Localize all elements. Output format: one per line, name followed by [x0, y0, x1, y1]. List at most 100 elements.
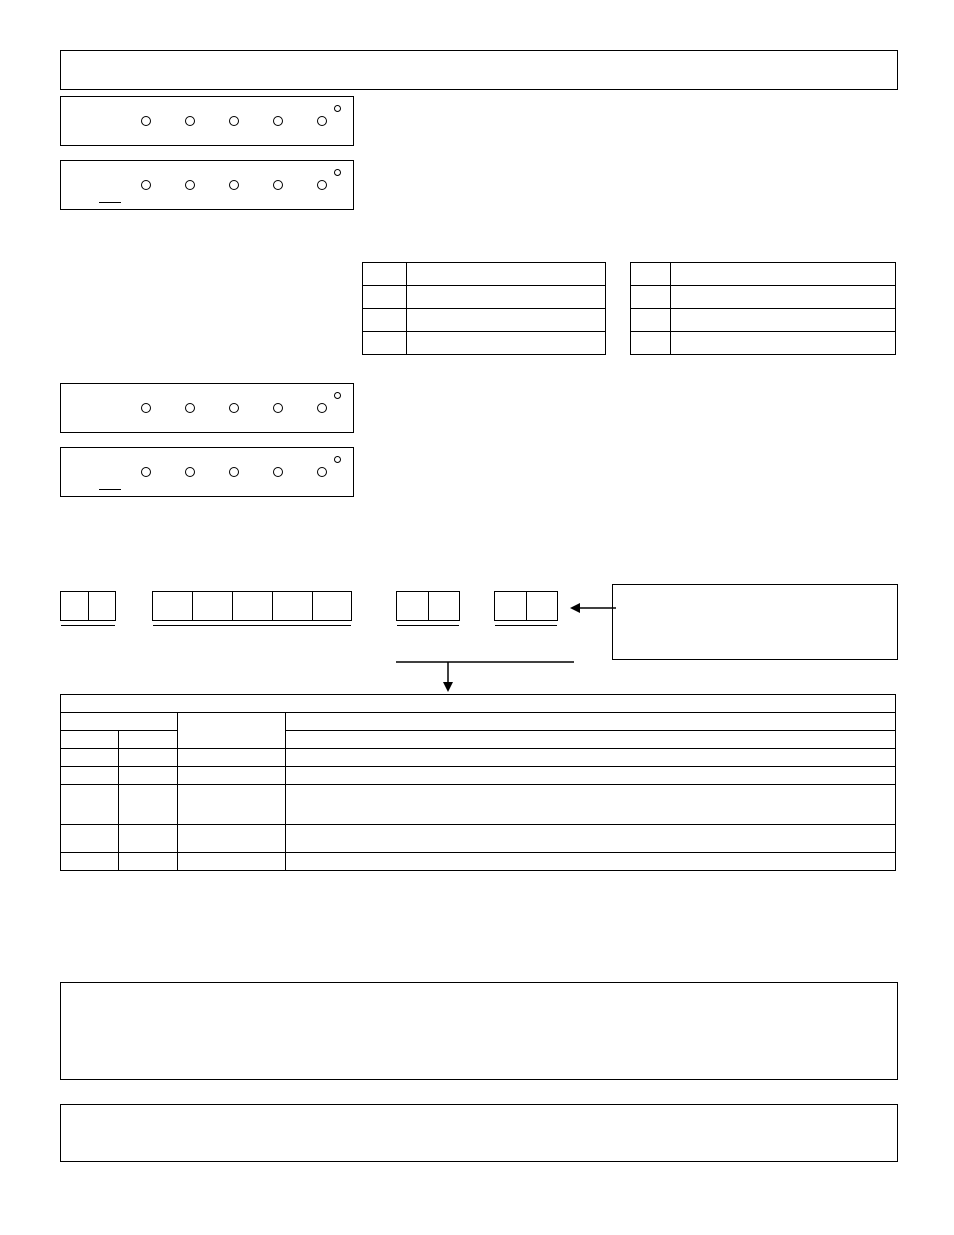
memo-box-1[interactable]	[60, 982, 898, 1080]
lookup-table-right	[630, 262, 896, 355]
lookup-left-r3c2	[406, 309, 605, 332]
rating-option-4[interactable]	[273, 403, 283, 413]
results-r7c4	[286, 825, 896, 853]
entry-2-cell-3[interactable]	[232, 591, 272, 621]
lookup-left-r3c1	[363, 309, 407, 332]
lookup-right-r2c1	[631, 286, 671, 309]
results-r5c3	[177, 767, 286, 785]
rating-option-3[interactable]	[229, 403, 239, 413]
value-underline	[99, 202, 121, 203]
results-r2c3	[177, 713, 286, 749]
rating-option-2[interactable]	[185, 403, 195, 413]
memo-box-2[interactable]	[60, 1104, 898, 1162]
results-r3c4	[286, 731, 896, 749]
rating-option-5[interactable]	[317, 116, 327, 126]
rating-option-1[interactable]	[141, 403, 151, 413]
results-header	[61, 695, 896, 713]
lookup-right-r1c2	[670, 263, 895, 286]
entry-3-cell-2[interactable]	[428, 591, 460, 621]
entry-4-underline	[495, 625, 557, 626]
rating-option-2[interactable]	[185, 180, 195, 190]
lookup-left-r4c2	[406, 332, 605, 355]
rating-option-2[interactable]	[185, 116, 195, 126]
lookup-left-r4c1	[363, 332, 407, 355]
results-r6c1	[61, 785, 119, 825]
results-r6c2	[119, 785, 177, 825]
entry-2-cell-5[interactable]	[312, 591, 352, 621]
entry-group-2	[152, 591, 352, 621]
flow-connector-icon	[396, 658, 576, 694]
lookup-left-r1c2	[406, 263, 605, 286]
results-r4c2	[119, 749, 177, 767]
results-r8c3	[177, 853, 286, 871]
rating-option-4[interactable]	[273, 467, 283, 477]
rating-option-3[interactable]	[229, 467, 239, 477]
results-r7c3	[177, 825, 286, 853]
value-underline	[99, 489, 121, 490]
results-r4c1	[61, 749, 119, 767]
entry-4-cell-1[interactable]	[494, 591, 526, 621]
rating-option-4[interactable]	[273, 180, 283, 190]
entry-2-underline	[153, 625, 351, 626]
results-r2c4	[286, 713, 896, 731]
lookup-left-r1c1	[363, 263, 407, 286]
results-r7c1	[61, 825, 119, 853]
results-r8c2	[119, 853, 177, 871]
lookup-right-r1c1	[631, 263, 671, 286]
indicator-dot-icon	[334, 105, 341, 112]
rating-option-1[interactable]	[141, 467, 151, 477]
entry-3-cell-1[interactable]	[396, 591, 428, 621]
results-r5c4	[286, 767, 896, 785]
results-r4c3	[177, 749, 286, 767]
results-table	[60, 694, 896, 871]
header-box	[60, 50, 898, 90]
entry-2-cell-1[interactable]	[152, 591, 192, 621]
results-r3c2	[119, 731, 177, 749]
rating-panel-b-top	[60, 383, 354, 433]
results-r3c1	[61, 731, 119, 749]
results-r6c3	[177, 785, 286, 825]
indicator-dot-icon	[334, 169, 341, 176]
results-r8c4	[286, 853, 896, 871]
results-r4c4	[286, 749, 896, 767]
entry-group-3	[396, 591, 460, 621]
results-r8c1	[61, 853, 119, 871]
entry-4-cell-2[interactable]	[526, 591, 558, 621]
lookup-left-r2c2	[406, 286, 605, 309]
entry-2-cell-2[interactable]	[192, 591, 232, 621]
results-r5c1	[61, 767, 119, 785]
lookup-right-r4c2	[670, 332, 895, 355]
lookup-right-r3c2	[670, 309, 895, 332]
rating-panel-a-top	[60, 96, 354, 146]
rating-option-1[interactable]	[141, 180, 151, 190]
rating-panel-a-bottom	[60, 160, 354, 210]
rating-option-2[interactable]	[185, 467, 195, 477]
rating-option-3[interactable]	[229, 180, 239, 190]
rating-option-3[interactable]	[229, 116, 239, 126]
entry-1-cell-2[interactable]	[88, 591, 116, 621]
entry-1-cell-1[interactable]	[60, 591, 88, 621]
rating-option-4[interactable]	[273, 116, 283, 126]
results-r6c4	[286, 785, 896, 825]
results-r7c2	[119, 825, 177, 853]
rating-panel-b-bottom	[60, 447, 354, 497]
entry-group-4	[494, 591, 558, 621]
callout-arrow-icon	[570, 600, 616, 616]
lookup-left-r2c1	[363, 286, 407, 309]
entry-1-underline	[61, 625, 115, 626]
rating-option-5[interactable]	[317, 467, 327, 477]
lookup-right-r4c1	[631, 332, 671, 355]
indicator-dot-icon	[334, 456, 341, 463]
rating-option-5[interactable]	[317, 180, 327, 190]
rating-option-5[interactable]	[317, 403, 327, 413]
entry-2-cell-4[interactable]	[272, 591, 312, 621]
lookup-right-r3c1	[631, 309, 671, 332]
results-r2c12	[61, 713, 178, 731]
lookup-table-left	[362, 262, 606, 355]
rating-option-1[interactable]	[141, 116, 151, 126]
indicator-dot-icon	[334, 392, 341, 399]
entry-group-1	[60, 591, 116, 621]
results-r5c2	[119, 767, 177, 785]
callout-box	[612, 584, 898, 660]
entry-3-underline	[397, 625, 459, 626]
